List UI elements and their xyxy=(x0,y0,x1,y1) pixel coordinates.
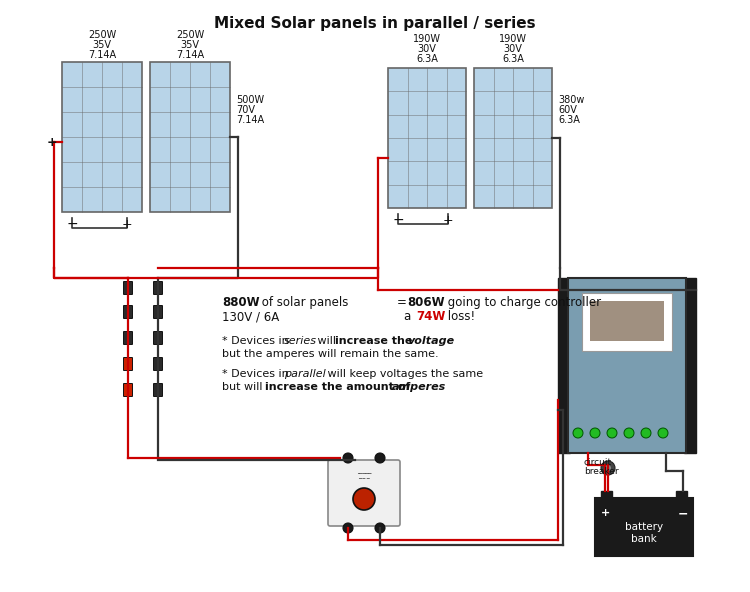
Bar xyxy=(601,491,612,499)
Text: 7.14A: 7.14A xyxy=(176,50,204,60)
Bar xyxy=(684,278,696,453)
Text: increase the: increase the xyxy=(335,336,416,346)
Bar xyxy=(676,491,687,499)
Text: Mixed Solar panels in parallel / series: Mixed Solar panels in parallel / series xyxy=(214,16,536,31)
Circle shape xyxy=(590,428,600,438)
Bar xyxy=(62,62,142,212)
FancyBboxPatch shape xyxy=(124,332,133,345)
Text: loss!: loss! xyxy=(444,310,476,323)
FancyBboxPatch shape xyxy=(328,460,400,526)
Text: 880W: 880W xyxy=(222,296,260,309)
Circle shape xyxy=(343,523,353,533)
Text: 60V: 60V xyxy=(558,105,577,115)
Text: 250W: 250W xyxy=(88,30,116,40)
Text: bank: bank xyxy=(632,534,657,544)
Text: +: + xyxy=(46,136,57,149)
Text: 130V / 6A: 130V / 6A xyxy=(222,310,279,323)
Bar xyxy=(150,62,230,212)
Text: * Devices in: * Devices in xyxy=(222,336,292,346)
Text: of solar panels: of solar panels xyxy=(258,296,348,309)
Text: =: = xyxy=(397,296,411,309)
Circle shape xyxy=(573,428,583,438)
Text: amperes: amperes xyxy=(392,382,446,392)
FancyBboxPatch shape xyxy=(154,384,163,397)
Text: 6.3A: 6.3A xyxy=(416,54,438,64)
Text: +: + xyxy=(122,217,132,230)
FancyBboxPatch shape xyxy=(154,332,163,345)
Text: * Devices in: * Devices in xyxy=(222,369,292,379)
FancyBboxPatch shape xyxy=(124,305,133,318)
Circle shape xyxy=(375,523,385,533)
Text: 190W: 190W xyxy=(413,34,441,44)
Text: 6.3A: 6.3A xyxy=(558,115,580,125)
Text: 500W: 500W xyxy=(236,95,264,105)
Bar xyxy=(388,68,466,208)
Text: 806W: 806W xyxy=(407,296,445,309)
Text: +: + xyxy=(442,214,453,227)
Text: 380w: 380w xyxy=(558,95,584,105)
Text: 35V: 35V xyxy=(92,40,112,50)
Text: 6.3A: 6.3A xyxy=(502,54,524,64)
Text: breaker: breaker xyxy=(584,467,619,476)
Text: going to charge controller: going to charge controller xyxy=(444,296,602,309)
Text: battery: battery xyxy=(625,522,663,532)
Circle shape xyxy=(607,428,617,438)
Text: −: − xyxy=(678,508,688,521)
Circle shape xyxy=(605,465,611,471)
Bar xyxy=(595,498,693,556)
Text: but will: but will xyxy=(222,382,266,392)
Circle shape xyxy=(601,461,615,475)
Text: ━━━━━: ━━━━━ xyxy=(357,470,371,475)
Text: 7.14A: 7.14A xyxy=(236,115,264,125)
Text: 190W: 190W xyxy=(499,34,527,44)
Bar xyxy=(568,278,686,453)
Text: a: a xyxy=(404,310,415,323)
FancyBboxPatch shape xyxy=(124,358,133,371)
Text: 250W: 250W xyxy=(176,30,204,40)
Text: ━ ━ ━: ━ ━ ━ xyxy=(358,476,370,481)
Text: increase the amount of: increase the amount of xyxy=(265,382,414,392)
Text: but the amperes will remain the same.: but the amperes will remain the same. xyxy=(222,349,439,359)
Text: .: . xyxy=(435,382,439,392)
Text: will keep voltages the same: will keep voltages the same xyxy=(324,369,483,379)
Bar xyxy=(590,301,664,341)
Text: 70V: 70V xyxy=(236,105,255,115)
FancyBboxPatch shape xyxy=(124,282,133,294)
Text: −: − xyxy=(66,217,78,231)
Bar xyxy=(582,293,672,351)
Text: series: series xyxy=(284,336,317,346)
Text: +: + xyxy=(600,508,610,518)
Text: parallel: parallel xyxy=(284,369,326,379)
Text: 74W: 74W xyxy=(416,310,446,323)
FancyBboxPatch shape xyxy=(124,384,133,397)
Bar xyxy=(474,68,552,208)
FancyBboxPatch shape xyxy=(154,305,163,318)
Circle shape xyxy=(641,428,651,438)
Circle shape xyxy=(624,428,634,438)
FancyBboxPatch shape xyxy=(154,282,163,294)
Text: 30V: 30V xyxy=(503,44,523,54)
Text: circuit: circuit xyxy=(584,458,612,467)
Text: will: will xyxy=(314,336,340,346)
Circle shape xyxy=(375,453,385,463)
Text: 30V: 30V xyxy=(418,44,436,54)
FancyBboxPatch shape xyxy=(154,358,163,371)
Circle shape xyxy=(353,488,375,510)
Text: voltage: voltage xyxy=(407,336,454,346)
Text: −: − xyxy=(392,213,404,227)
Text: 7.14A: 7.14A xyxy=(88,50,116,60)
Bar xyxy=(558,278,570,453)
Circle shape xyxy=(658,428,668,438)
Circle shape xyxy=(343,453,353,463)
Text: 35V: 35V xyxy=(181,40,200,50)
